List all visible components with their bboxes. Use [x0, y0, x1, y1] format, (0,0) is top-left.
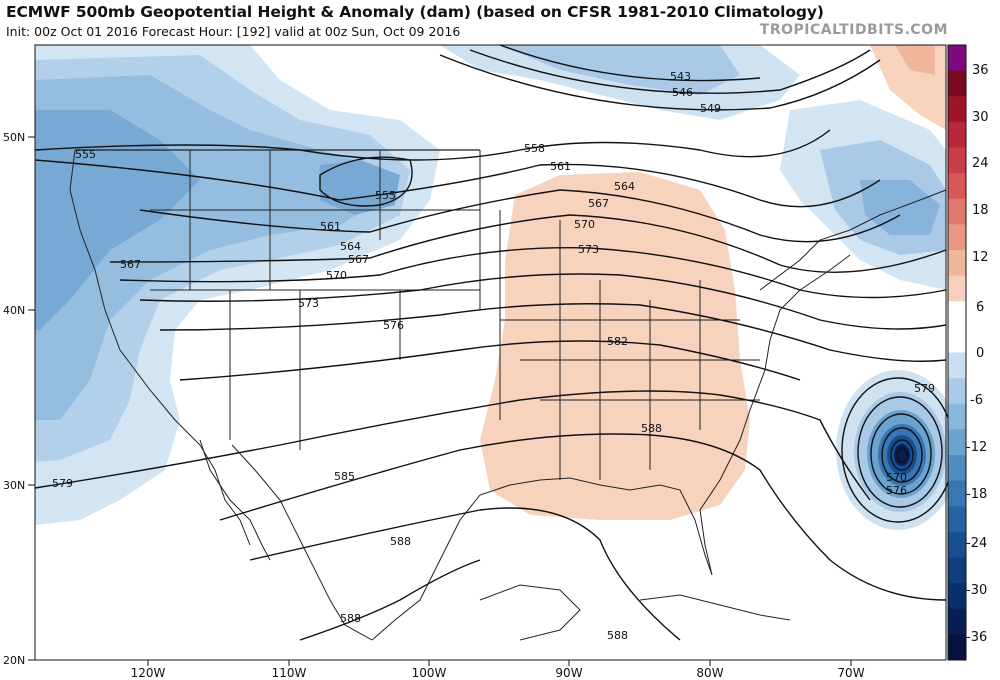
- colorbar-segment: [948, 147, 966, 174]
- colorbar-label: -6: [970, 393, 983, 408]
- contour-labels: 543 546 549 555 555 558 561 561 564 564 …: [52, 70, 935, 642]
- contour-label: 564: [614, 180, 635, 193]
- lat-label: 40N: [3, 304, 25, 317]
- contour-label: 579: [914, 382, 935, 395]
- map-frame: [34, 44, 947, 661]
- contour-label: 561: [320, 220, 341, 233]
- colorbar-segment: [948, 403, 966, 430]
- lon-label: 100W: [412, 666, 447, 680]
- colorbar-segment: [948, 275, 966, 302]
- colorbar-segment: [948, 352, 966, 379]
- contour-label: 573: [298, 297, 319, 310]
- colorbar-label: 0: [976, 346, 984, 361]
- contour-label: 588: [390, 535, 411, 548]
- contour-label: 567: [120, 258, 141, 271]
- lon-label: 120W: [131, 666, 166, 680]
- colorbar-segment: [948, 70, 966, 97]
- lon-label: 80W: [696, 666, 723, 680]
- contour-label: 564: [340, 240, 361, 253]
- brand-watermark: TROPICALTIDBITS.COM: [759, 22, 948, 38]
- colorbar-segment: [948, 480, 966, 507]
- contour-label: 543: [670, 70, 691, 83]
- height-contours: [34, 44, 955, 641]
- contour-label: 558: [524, 142, 545, 155]
- contour-label: 588: [607, 629, 628, 642]
- contour-label: 567: [588, 197, 609, 210]
- contour-label: 570: [326, 269, 347, 282]
- colorbar-segment: [948, 250, 966, 277]
- colorbar-segment: [948, 608, 966, 635]
- contour-label: 579: [52, 477, 73, 490]
- lat-label: 20N: [3, 654, 25, 667]
- colorbar-segment: [948, 429, 966, 456]
- colorbar-label: -30: [966, 583, 987, 598]
- colorbar-segment: [948, 531, 966, 559]
- colorbar-segment: [948, 378, 966, 405]
- contour-label: 567: [348, 253, 369, 266]
- longitude-axis: [147, 660, 852, 666]
- contour-label: 546: [672, 86, 693, 99]
- colorbar-segment: [948, 326, 966, 354]
- contour-label: 570: [886, 471, 907, 484]
- colorbar-segment: [948, 224, 966, 251]
- colorbar-label: 36: [972, 63, 989, 78]
- colorbar-label: 24: [972, 156, 989, 171]
- colorbar-segment: [948, 121, 966, 149]
- contour-label: 561: [550, 160, 571, 173]
- colorbar-label: -12: [966, 440, 987, 455]
- contour-label: 573: [578, 243, 599, 256]
- anomaly-colorbar: [948, 45, 966, 661]
- contour-label: 549: [700, 102, 721, 115]
- lon-label: 70W: [837, 666, 864, 680]
- lon-label: 90W: [555, 666, 582, 680]
- colorbar-frame: [947, 44, 967, 661]
- contour-label: 588: [340, 612, 361, 625]
- colorbar-labels: 36 30 24 18 12 6 0 -6 -12 -18 -24 -30 -3…: [966, 63, 989, 645]
- colorbar-label: 30: [972, 110, 989, 125]
- lat-label: 30N: [3, 479, 25, 492]
- colorbar-label: 18: [972, 203, 989, 218]
- contour-label: 576: [886, 484, 907, 497]
- contour-label: 576: [383, 319, 404, 332]
- latitude-axis: [28, 136, 35, 661]
- colorbar-label: 12: [972, 250, 989, 265]
- colorbar-segment: [948, 634, 966, 661]
- colorbar-segment: [948, 198, 966, 225]
- contour-label: 570: [574, 218, 595, 231]
- colorbar-segment: [948, 96, 966, 123]
- contour-label: 555: [375, 189, 396, 202]
- contour-label: 555: [75, 148, 96, 161]
- colorbar-segment: [948, 301, 966, 328]
- negative-anomaly-shading: [35, 45, 960, 530]
- colorbar-segment: [948, 557, 966, 584]
- colorbar-segment: [948, 45, 966, 72]
- colorbar-label: -18: [966, 487, 987, 502]
- chart-subtitle: Init: 00z Oct 01 2016 Forecast Hour: [19…: [6, 24, 461, 39]
- lat-label: 50N: [3, 131, 25, 144]
- colorbar-label: -24: [966, 536, 987, 551]
- contour-label: 582: [607, 335, 628, 348]
- colorbar-label: -36: [966, 630, 987, 645]
- colorbar-segment: [948, 583, 966, 610]
- colorbar-segment: [948, 173, 966, 200]
- lon-label: 110W: [272, 666, 307, 680]
- colorbar-label: 6: [976, 300, 984, 315]
- contour-label: 585: [334, 470, 355, 483]
- contour-label: 588: [641, 422, 662, 435]
- colorbar-segment: [948, 455, 966, 482]
- chart-title: ECMWF 500mb Geopotential Height & Anomal…: [6, 3, 824, 21]
- colorbar-segment: [948, 506, 966, 533]
